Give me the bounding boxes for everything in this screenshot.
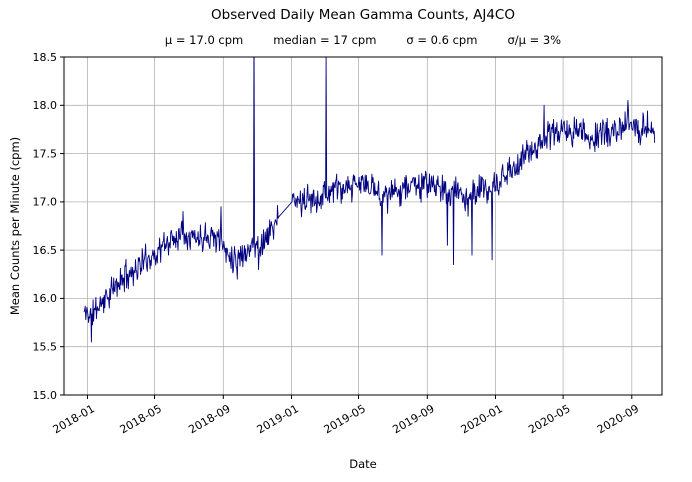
chart-title: Observed Daily Mean Gamma Counts, AJ4CO <box>211 7 515 23</box>
x-axis-label: Date <box>349 457 377 471</box>
y-axis-label: Mean Counts per Minute (cpm) <box>8 136 22 316</box>
y-tick-label: 16.0 <box>33 292 58 305</box>
x-tick-label: 2020-09 <box>595 402 641 436</box>
y-tick-label: 17.0 <box>33 196 58 209</box>
x-tick-label: 2019-09 <box>390 402 436 436</box>
y-tick-label: 18.0 <box>33 99 58 112</box>
y-tick-label: 17.5 <box>33 147 58 160</box>
plot-border <box>63 56 663 396</box>
x-tick-label: 2018-05 <box>118 402 164 436</box>
stat-sigma: σ = 0.6 cpm <box>406 33 478 47</box>
stat-mean: μ = 17.0 cpm <box>164 33 244 47</box>
x-tick-label: 2019-01 <box>255 402 301 436</box>
x-tick-label: 2018-01 <box>51 402 97 436</box>
y-tick-label: 15.0 <box>33 389 58 402</box>
chart-stats: μ = 17.0 cpm median = 17 cpm σ = 0.6 cpm… <box>165 33 561 47</box>
y-tick-label: 15.5 <box>33 341 58 354</box>
y-tick-label: 16.5 <box>33 244 58 257</box>
y-tick-label: 18.5 <box>33 51 58 64</box>
stat-sigma-over-mu: σ/μ = 3% <box>507 33 562 47</box>
x-tick-label: 2019-05 <box>322 402 368 436</box>
x-tick-label: 2020-01 <box>459 402 505 436</box>
x-tick-label: 2020-05 <box>526 402 572 436</box>
series-line <box>83 57 656 343</box>
x-tick-label: 2018-09 <box>186 402 232 436</box>
stat-median: median = 17 cpm <box>273 33 377 47</box>
